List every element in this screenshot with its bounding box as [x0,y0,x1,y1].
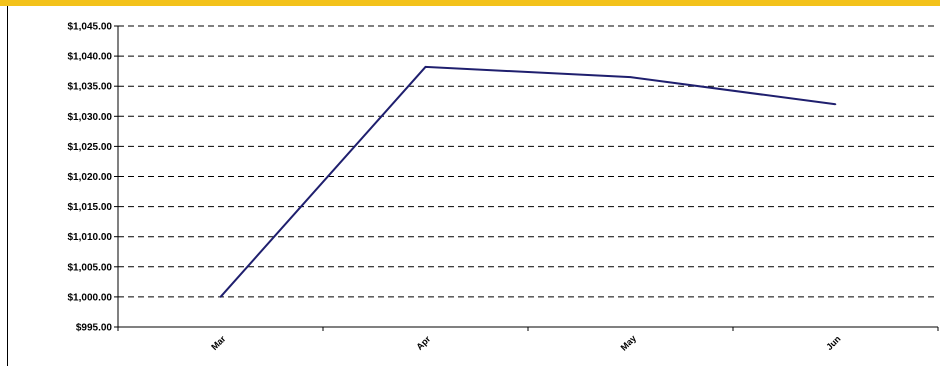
y-tick-label-7: $1,030.00 [68,112,113,123]
left-edge-border [0,6,8,366]
data-point-may [629,76,632,78]
y-tick-label-1: $1,000.00 [68,292,113,303]
x-tick-label-apr: Apr [414,334,432,352]
y-tick-label-5: $1,020.00 [68,172,113,183]
y-tick-label-3: $1,010.00 [68,232,113,243]
data-point-jun [834,103,837,106]
series-line-0 [219,65,836,298]
x-tick-label-jun: Jun [824,334,842,352]
y-tick-label-9: $1,040.00 [68,52,113,63]
y-tick-label-8: $1,035.00 [68,82,113,93]
x-tick-label-mar: Mar [209,333,228,352]
data-point-mar [219,296,222,298]
y-tick-label-6: $1,025.00 [68,142,113,153]
data-point-apr [424,66,427,68]
y-tick-label-2: $1,005.00 [68,262,113,273]
y-tick-label-4: $1,015.00 [68,202,113,213]
x-tick-label-may: May [619,333,638,352]
y-tick-label-0: $995.00 [76,323,113,334]
top-accent-band [0,0,940,6]
y-tick-label-10: $1,045.00 [68,22,113,33]
